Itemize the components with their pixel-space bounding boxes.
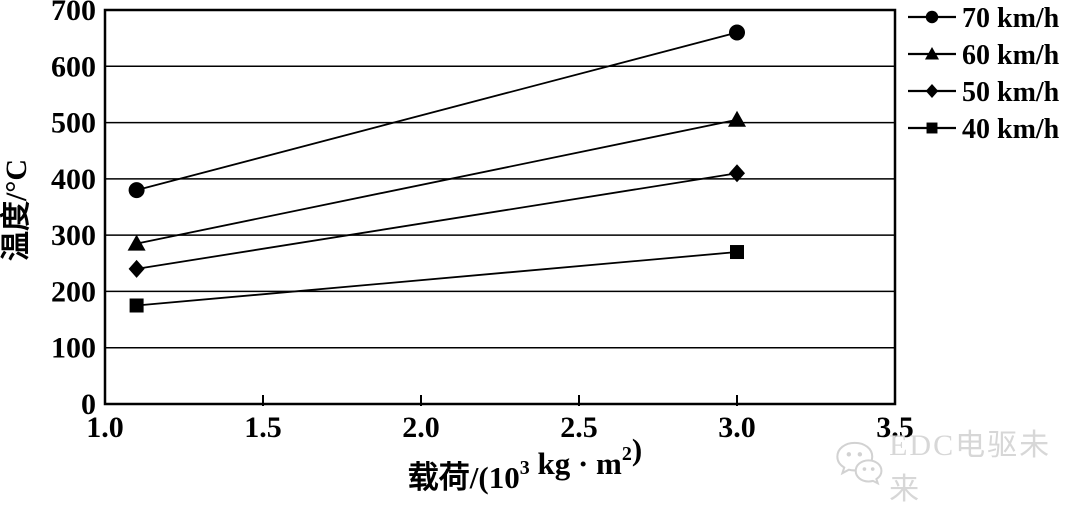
line-chart: 0 100 200 300 400 500 600 700 1.0 1.5 2.0 2.5 3.0 3.5… — [0, 0, 1060, 495]
legend-label-40-km-h: 40 km/h — [962, 114, 1060, 145]
y-tick-label-700: 700 — [51, 0, 96, 27]
marker-triangle-60-km-h — [127, 234, 146, 251]
legend-label-50-km-h: 50 km/h — [962, 77, 1060, 108]
series-line-50-km-h — [136, 172, 738, 270]
chart-canvas: 0 100 200 300 400 500 600 700 1.0 1.5 2.0 2.5 3.0 3.5… — [0, 0, 1060, 506]
legend-label-70-km-h: 70 km/h — [962, 3, 1060, 34]
legend-marker-square-40-km-h — [926, 122, 938, 134]
series-line-40-km-h — [136, 251, 738, 307]
marker-triangle-60-km-h — [728, 110, 746, 127]
marker-square-40-km-h — [730, 245, 744, 260]
y-tick-label-200: 200 — [51, 275, 96, 308]
y-tick-label-0: 0 — [81, 388, 96, 421]
legend-marker-diamond-50-km-h — [925, 83, 939, 99]
marker-square-40-km-h — [129, 298, 144, 313]
marker-diamond-50-km-h — [729, 164, 745, 183]
y-tick-label-400: 400 — [51, 163, 96, 196]
x-tick-label-2.0: 2.0 — [402, 411, 440, 444]
marker-circle-70-km-h — [128, 182, 145, 199]
y-axis-title: 温度/°C — [0, 159, 33, 261]
x-tick-label-3.0: 3.0 — [718, 411, 756, 444]
y-tick-label-600: 600 — [51, 50, 96, 83]
y-tick-label-100: 100 — [51, 332, 96, 365]
series-line-60-km-h — [136, 118, 738, 245]
x-tick-label-1.0: 1.0 — [86, 411, 124, 444]
marker-diamond-50-km-h — [128, 259, 145, 278]
y-tick-label-300: 300 — [51, 219, 96, 252]
legend-marker-triangle-60-km-h — [924, 46, 940, 60]
x-tick-label-1.5: 1.5 — [244, 411, 282, 444]
x-tick-label-3.5: 3.5 — [876, 411, 914, 444]
x-tick-label-2.5: 2.5 — [560, 411, 598, 444]
x-axis-title: 载荷/(103 kg · m2) — [408, 432, 642, 495]
legend-label-60-km-h: 60 km/h — [962, 40, 1060, 71]
series-line-70-km-h — [136, 31, 738, 191]
y-tick-label-500: 500 — [51, 107, 96, 140]
legend-marker-circle-70-km-h — [925, 10, 939, 24]
plot-frame — [103, 8, 897, 406]
marker-circle-70-km-h — [729, 24, 745, 41]
